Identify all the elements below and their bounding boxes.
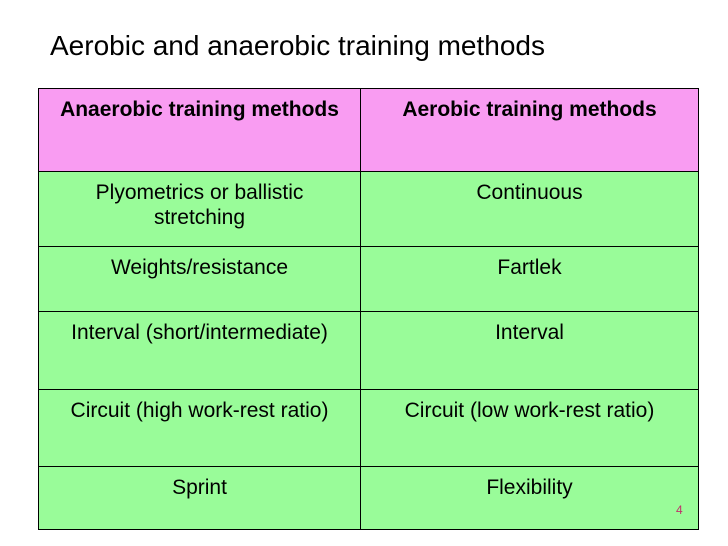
- table-row: Interval (short/intermediate) Interval: [38, 311, 699, 390]
- table-cell: Plyometrics or ballistic stretching: [38, 171, 361, 247]
- table-row: Weights/resistance Fartlek: [38, 246, 699, 312]
- table-cell: Interval (short/intermediate): [38, 311, 361, 390]
- table-row: Circuit (high work-rest ratio) Circuit (l…: [38, 389, 699, 467]
- table-cell: Interval: [360, 311, 699, 390]
- slide-title: Aerobic and anaerobic training methods: [50, 30, 545, 61]
- table-cell: Weights/resistance: [38, 246, 361, 312]
- table-cell: Fartlek: [360, 246, 699, 312]
- table-cell: Circuit (high work-rest ratio): [38, 389, 361, 467]
- table-row: Sprint Flexibility: [38, 466, 699, 530]
- table-cell: Continuous: [360, 171, 699, 247]
- header-row: Anaerobic training methods Aerobic traini…: [38, 88, 699, 172]
- methods-table: Anaerobic training methods Aerobic traini…: [38, 88, 699, 530]
- table-cell: Circuit (low work-rest ratio): [360, 389, 699, 467]
- table-cell: Sprint: [38, 466, 361, 530]
- table-cell: Flexibility: [360, 466, 699, 530]
- header-cell: Aerobic training methods: [360, 88, 699, 172]
- table-body: Plyometrics or ballistic stretching Conti…: [38, 171, 699, 530]
- table-row: Plyometrics or ballistic stretching Conti…: [38, 171, 699, 247]
- page-number: 4: [676, 503, 683, 517]
- header-cell: Anaerobic training methods: [38, 88, 361, 172]
